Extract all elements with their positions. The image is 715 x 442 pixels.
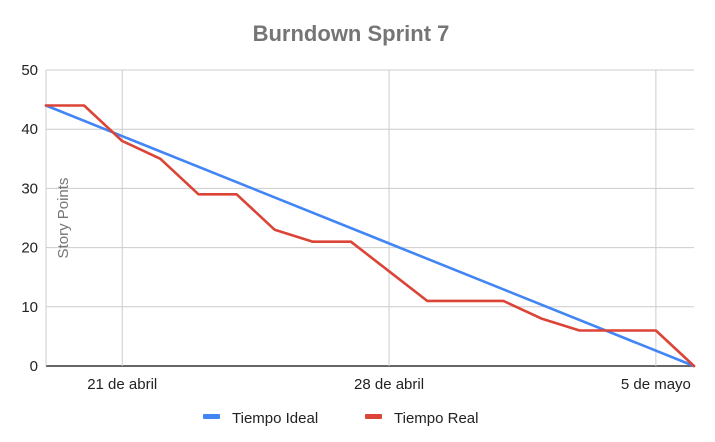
legend: Tiempo Ideal Tiempo Real bbox=[203, 410, 478, 427]
y-tick-label: 20 bbox=[21, 240, 38, 257]
y-axis-ticks: 0 10 20 30 40 50 bbox=[21, 62, 38, 375]
x-tick-label: 21 de abril bbox=[87, 376, 157, 393]
grid bbox=[45, 69, 694, 367]
x-tick-label: 5 de mayo bbox=[621, 376, 691, 393]
y-tick-label: 40 bbox=[21, 121, 38, 138]
x-tick-label: 28 de abril bbox=[354, 376, 424, 393]
legend-swatch bbox=[203, 414, 220, 419]
series bbox=[44, 104, 696, 368]
legend-swatch bbox=[365, 414, 382, 419]
y-tick-label: 0 bbox=[30, 358, 38, 375]
chart-title: Burndown Sprint 7 bbox=[253, 21, 450, 46]
y-tick-label: 30 bbox=[21, 180, 38, 197]
y-axis-title: Story Points bbox=[55, 178, 72, 259]
legend-label: Tiempo Ideal bbox=[232, 410, 318, 427]
series-line-ideal bbox=[44, 104, 696, 368]
legend-label: Tiempo Real bbox=[394, 410, 478, 427]
y-tick-label: 50 bbox=[21, 62, 38, 79]
series-line-real bbox=[44, 104, 696, 368]
y-tick-label: 10 bbox=[21, 299, 38, 316]
x-axis-ticks: 21 de abril 28 de abril 5 de mayo bbox=[87, 376, 691, 393]
